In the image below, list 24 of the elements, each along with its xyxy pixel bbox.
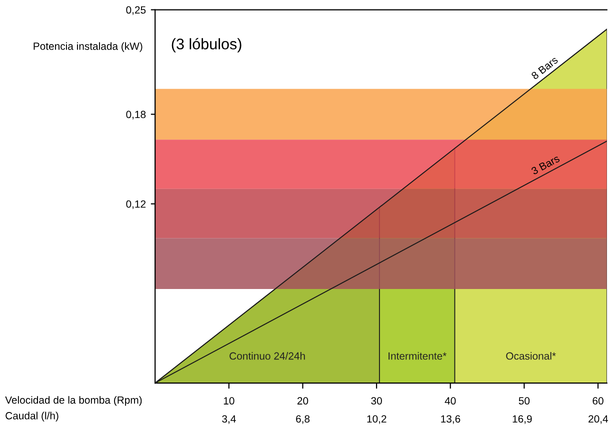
x2-tick-label: 3,4 xyxy=(222,415,236,424)
x-tick-label: 20 xyxy=(297,397,308,405)
x2-tick-label: 16,9 xyxy=(512,415,532,424)
x-tick-label: 30 xyxy=(371,397,382,405)
annotation: Continuo 24/24h xyxy=(230,352,305,360)
y-tick-label: 0,18 xyxy=(126,110,146,120)
x-tick-label: 50 xyxy=(518,397,530,405)
text: (3 lóbulos) xyxy=(172,38,242,52)
x-axis-title: Velocidad de la bomba (Rpm) xyxy=(5,396,142,406)
x2-tick-label: 13,6 xyxy=(441,415,460,424)
y-tick-label: 0,25 xyxy=(126,6,146,15)
text: 8 Bars xyxy=(530,56,558,80)
x-tick-label: 10 xyxy=(224,397,234,405)
x-tick-label: 40 xyxy=(444,397,456,405)
y-tick-label: 0,12 xyxy=(126,200,146,209)
x2-tick-label: 10,2 xyxy=(367,415,386,424)
x-tick-label: 60 xyxy=(592,397,604,405)
y-axis-title: Potencia instalada (kW) xyxy=(34,42,142,52)
annotation: Intermitente* xyxy=(388,352,447,360)
x2-tick-label: 6,8 xyxy=(296,415,310,424)
x2-axis-title: Caudal (l/h) xyxy=(6,412,58,422)
annotation: Ocasional* xyxy=(506,352,556,360)
x2-tick-label: 20,4 xyxy=(588,415,608,424)
text: 3 Bars xyxy=(530,154,560,175)
